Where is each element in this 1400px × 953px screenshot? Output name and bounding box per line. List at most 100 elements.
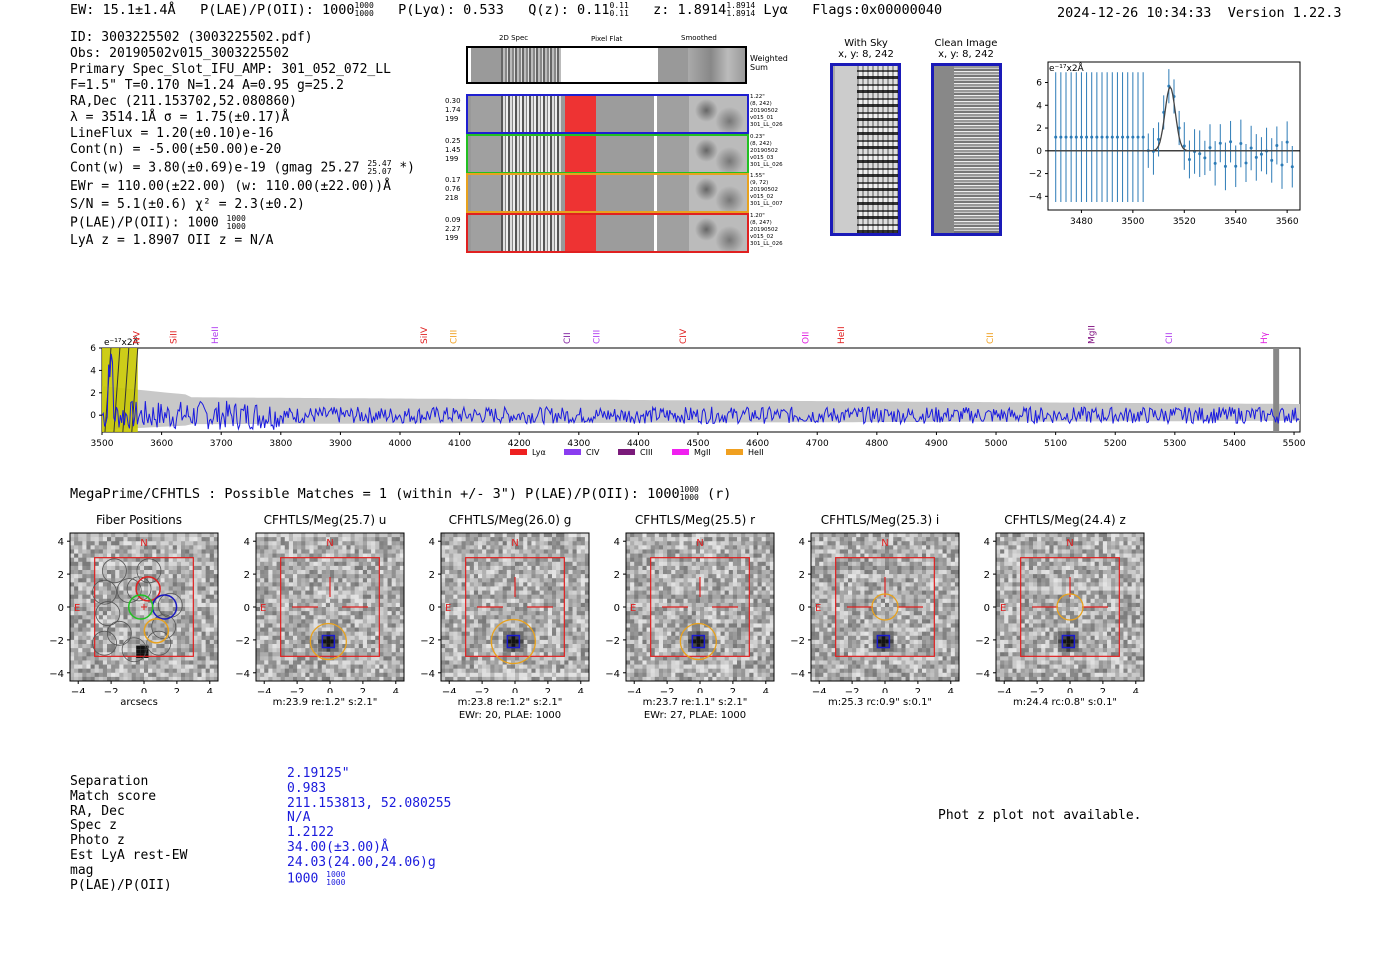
cutout-ytick: −4	[976, 669, 990, 680]
header-plya: P(Lyα): 0.533	[398, 2, 504, 18]
spec2d-row-stats: 0.09 2.27 199	[445, 215, 461, 242]
withsky-title: With Sky x, y: 8, 242	[838, 38, 894, 60]
cutout-title: CFHTLS/Meg(25.5) r	[634, 513, 756, 527]
cutout-footer: arcsecs	[120, 697, 158, 708]
cutout-xtick: 0	[697, 687, 703, 693]
legend-item: Lyα	[510, 448, 546, 457]
info-lambda: λ = 3514.1Å σ = 1.75(±0.17)Å	[70, 110, 290, 125]
svg-text:Hγ: Hγ	[1260, 331, 1270, 344]
zoom-xtick: 3540	[1224, 217, 1247, 227]
cutout-ytick: 0	[429, 603, 435, 614]
svg-text:NV: NV	[133, 330, 143, 344]
info-lyaz: LyA z = 1.8907 OII z = N/A	[70, 233, 274, 248]
svg-text:CIII: CIII	[640, 448, 653, 457]
cutout-title: CFHTLS/Meg(24.4) z	[1004, 513, 1126, 527]
spectral-line-label: CII	[986, 332, 996, 344]
svg-text:MgII: MgII	[694, 448, 711, 457]
spec2d-panel: 2D Spec Pixel Flat Smoothed Weighted Sum…	[445, 33, 790, 258]
cutout-xtick: −4	[812, 687, 827, 693]
info-sn: S/N = 5.1(±0.6) χ² = 2.3(±0.2)	[70, 196, 305, 212]
cutout-ytick: 4	[58, 537, 64, 548]
spec2d-row	[466, 212, 749, 253]
spec2d-col-label: Pixel Flat	[591, 35, 623, 43]
zoom-line-plot: 3480 3500 3520 3540 3560 6 4 2 0 −2 −4 e⁻¹⁷x2Å	[1029, 61, 1301, 227]
header-bar: EW: 15.1±1.4Å P(LAE)/P(OII): 1000 1000 100…	[70, 1, 942, 19]
spec2d-row-stats: 0.25 1.45 199	[445, 136, 461, 163]
table-label: P(LAE)/P(OII)	[70, 877, 172, 893]
zoom-ytick: −4	[1029, 192, 1043, 202]
full-xtick: 4200	[508, 439, 531, 449]
info-plae: P(LAE)/P(OII): 1000 1000 1000	[70, 213, 246, 231]
north-label: N	[1066, 538, 1073, 549]
withsky-image	[830, 63, 901, 236]
spec2d-row	[466, 133, 749, 174]
svg-text:SiII: SiII	[170, 330, 180, 344]
cutout-image: N E 4 2 0 −2 −4 −4 −2 0 2 4	[421, 532, 590, 693]
cutout-xtick: −2	[104, 687, 119, 693]
table-label: mag	[70, 862, 94, 878]
full-ytick: 6	[90, 344, 96, 354]
full-xtick: 4400	[627, 439, 650, 449]
cutout-xtick: 0	[141, 687, 147, 693]
cutout-xtick: −4	[442, 687, 457, 693]
header-plae: P(LAE)/P(OII): 1000	[200, 2, 355, 18]
table-label: Est LyA rest-EW	[70, 847, 188, 863]
cutout-xtick: 2	[915, 687, 921, 693]
cutout-ytick: −2	[236, 636, 250, 647]
cutout-ytick: 0	[799, 603, 805, 614]
info-lineflux: LineFlux = 1.20(±0.10)e-16	[70, 126, 274, 141]
header-right: 2024-12-26 10:34:33 Version 1.22.3	[1057, 5, 1342, 21]
spec2d-row	[466, 94, 749, 134]
spec2d-row	[466, 173, 749, 213]
cutout-ytick: 2	[614, 570, 620, 581]
spectral-line-label: CIII	[593, 330, 603, 344]
cutout-xtick: 4	[948, 687, 954, 693]
north-label: N	[881, 538, 888, 549]
zoom-xtick: 3560	[1276, 217, 1299, 227]
table-value: 211.153813, 52.080255	[287, 795, 452, 811]
cutout-ytick: −4	[606, 669, 620, 680]
spectral-line-label: SiIV	[420, 326, 430, 344]
svg-text:CIII: CIII	[450, 330, 460, 344]
legend-item: CIV	[564, 448, 600, 457]
cutout-ytick: 0	[614, 603, 620, 614]
full-ytick: 0	[90, 411, 96, 421]
cutout-ytick: 0	[244, 603, 250, 614]
full-xtick: 4000	[389, 439, 412, 449]
svg-text:CII: CII	[563, 332, 573, 344]
photz-note: Phot z plot not available.	[938, 808, 1142, 823]
table-value: 1000 1000 1000	[287, 869, 346, 887]
full-xtick: 4500	[687, 439, 710, 449]
full-xtick: 5400	[1223, 439, 1246, 449]
header-qz-frac: 0.11 0.11	[609, 1, 629, 18]
cutout-ytick: −2	[606, 636, 620, 647]
svg-text:HeII: HeII	[748, 448, 764, 457]
clean-title: Clean Image x, y: 8, 242	[934, 38, 998, 60]
cutout-image: N E 4 2 0 −2 −4 −4 −2 0 2 4	[976, 532, 1145, 693]
full-xtick: 5300	[1163, 439, 1186, 449]
spectral-line-label: NV	[133, 330, 143, 344]
spectral-line-label: HeII	[837, 326, 847, 344]
cutout-footer: m:25.3 rc:0.9" s:0.1"	[827, 697, 933, 708]
cutout-image: N E 4 2 0 −2 −4 −4 −2 0 2 4	[50, 532, 219, 693]
north-label: N	[696, 538, 703, 549]
cutout-title: CFHTLS/Meg(25.7) u	[263, 513, 387, 527]
zoom-xtick: 3500	[1121, 217, 1144, 227]
spec2d-row-stats: 0.17 0.76 218	[445, 176, 461, 202]
cutout-xtick: 4	[763, 687, 769, 693]
zoom-ytick: 0	[1036, 147, 1042, 157]
spectral-line-label: OII	[801, 332, 811, 344]
cutout-xtick: 4	[578, 687, 584, 693]
table-value: 0.983	[287, 780, 327, 796]
info-radec: RA,Dec (211.153702,52.080860)	[70, 94, 297, 109]
cutout-xtick: 0	[512, 687, 518, 693]
cutout-image: N E 4 2 0 −2 −4 −4 −2 0 2 4	[606, 532, 775, 693]
cutout-footer-2: EWr: 20, PLAE: 1000	[458, 710, 562, 721]
east-label: E	[815, 603, 821, 614]
cutout-xtick: 2	[545, 687, 551, 693]
full-spectrum-plot: 6 4 2 0 e⁻¹⁷x2Å 3500 3600 3700 3800 3900 4000 4100 4…	[90, 325, 1305, 457]
cutout-ytick: −2	[50, 636, 64, 647]
cutout-footer-2: EWr: 27, PLAE: 1000	[643, 710, 747, 721]
info-fwhm: F=1.5" T=0.170 N=1.24 A=0.95 g=25.2	[70, 78, 344, 93]
info-primary: Primary Spec_Slot_IFU_AMP: 301_052_072_L…	[70, 62, 391, 77]
